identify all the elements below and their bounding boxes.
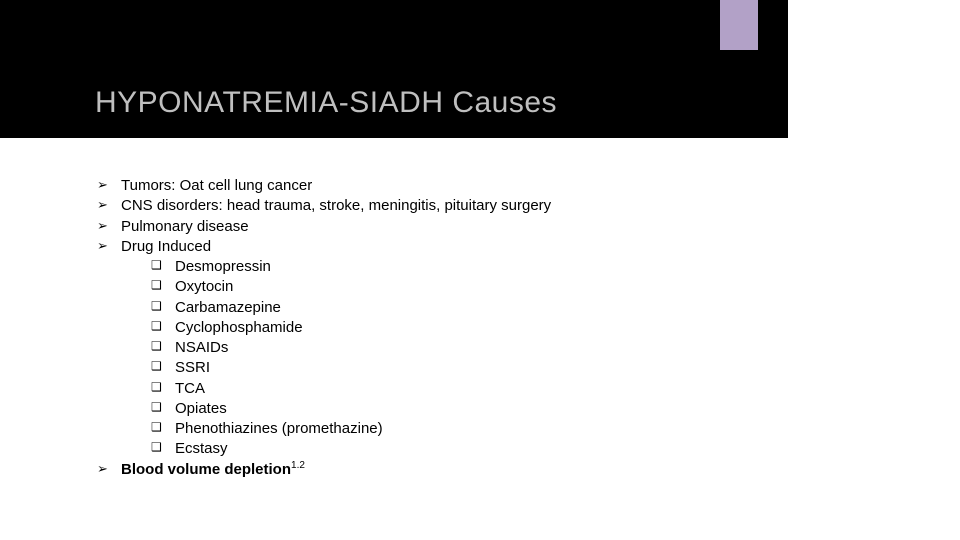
sub-bullet-item: Cyclophosphamide [151, 318, 551, 338]
sub-bullet-text: TCA [175, 380, 205, 397]
sub-bullet-text: Oxytocin [175, 278, 233, 295]
sub-bullet-item: SSRI [151, 358, 551, 378]
bullet-item: Tumors: Oat cell lung cancer [95, 176, 551, 196]
accent-tab [720, 0, 758, 50]
sub-bullet-item: Desmopressin [151, 257, 551, 277]
sub-bullet-item: TCA [151, 379, 551, 399]
slide-content: Tumors: Oat cell lung cancer CNS disorde… [95, 176, 551, 480]
sub-bullet-item: Phenothiazines (promethazine) [151, 419, 551, 439]
sub-bullet-text: SSRI [175, 359, 210, 376]
sub-bullet-item: NSAIDs [151, 338, 551, 358]
bullet-text: Drug Induced [121, 238, 211, 255]
bullet-item: Blood volume depletion1.2 [95, 460, 551, 480]
slide-title: HYPONATREMIA-SIADH Causes [95, 86, 557, 120]
bullet-item: Pulmonary disease [95, 217, 551, 237]
sub-bullet-text: Phenothiazines (promethazine) [175, 420, 383, 437]
bullet-text: Tumors: Oat cell lung cancer [121, 177, 312, 194]
bullet-item: Drug Induced Desmopressin Oxytocin Carba… [95, 237, 551, 460]
sub-bullet-item: Opiates [151, 399, 551, 419]
bullet-item: CNS disorders: head trauma, stroke, meni… [95, 196, 551, 216]
superscript-citation: 1.2 [291, 460, 305, 471]
bullet-text: CNS disorders: head trauma, stroke, meni… [121, 197, 551, 214]
sub-bullet-text: Carbamazepine [175, 299, 281, 316]
sub-bullet-text: Desmopressin [175, 258, 271, 275]
bullet-list-level1: Tumors: Oat cell lung cancer CNS disorde… [95, 176, 551, 480]
bullet-text: Blood volume depletion [121, 461, 291, 478]
sub-bullet-item: Oxytocin [151, 277, 551, 297]
bullet-text: Pulmonary disease [121, 218, 249, 235]
sub-bullet-text: Ecstasy [175, 440, 228, 457]
sub-bullet-text: Opiates [175, 400, 227, 417]
sub-bullet-text: NSAIDs [175, 339, 228, 356]
sub-bullet-text: Cyclophosphamide [175, 319, 303, 336]
sub-bullet-item: Ecstasy [151, 439, 551, 459]
bullet-list-level2: Desmopressin Oxytocin Carbamazepine Cycl… [121, 257, 551, 460]
sub-bullet-item: Carbamazepine [151, 298, 551, 318]
